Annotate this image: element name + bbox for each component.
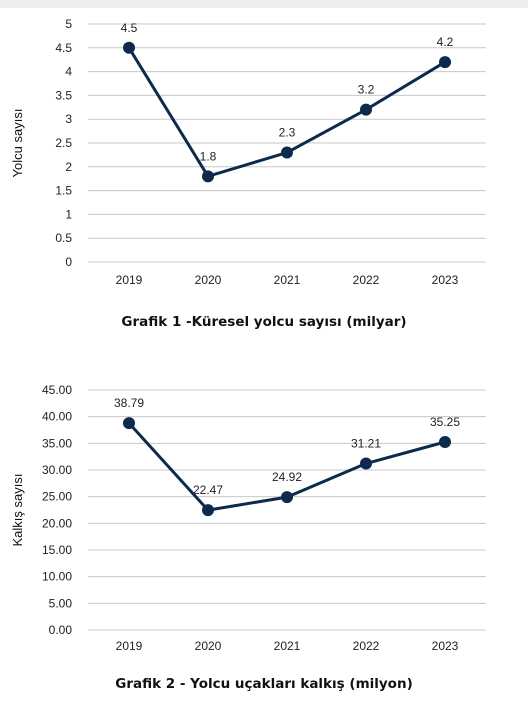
data-label: 2.3 (279, 126, 296, 140)
x-tick-label: 2020 (195, 639, 222, 653)
x-tick-label: 2023 (432, 273, 459, 287)
y-tick-label: 2 (65, 160, 72, 174)
x-tick-label: 2023 (432, 639, 459, 653)
data-label: 24.92 (272, 470, 302, 484)
data-point (281, 491, 293, 504)
data-point (123, 41, 135, 54)
data-point (360, 457, 372, 470)
data-label: 22.47 (193, 483, 223, 497)
x-tick-label: 2021 (274, 639, 301, 653)
y-tick-label: 25.00 (42, 490, 72, 504)
y-tick-label: 0.00 (49, 623, 73, 637)
y-tick-label: 15.00 (42, 543, 72, 557)
data-point (439, 436, 451, 448)
chart-passengers: 0 0.5 1 1.5 2 2.5 3 3.5 4 4.5 5 2019 2020 2021 2022 202… (0, 0, 528, 340)
y-axis-label: Yolcu sayısı (10, 109, 25, 178)
chart-departures: 0.00 5.00 10.00 15.00 20.00 25.00 30.00 35.00 40… (0, 362, 528, 710)
x-tick-label: 2019 (116, 639, 143, 653)
data-point (439, 56, 451, 69)
y-tick-label: 0 (65, 255, 72, 269)
data-point (202, 170, 214, 183)
data-label: 38.79 (114, 396, 144, 410)
chart-departures-title: Grafik 2 - Yolcu uçakları kalkış (milyon… (115, 676, 413, 692)
data-label: 4.5 (121, 21, 138, 35)
chart-departures-plot: 0.00 5.00 10.00 15.00 20.00 25.00 30.00 35.00 40… (10, 383, 486, 653)
x-tick-label: 2020 (195, 273, 222, 287)
data-label: 31.21 (351, 437, 381, 451)
top-bar (0, 0, 528, 8)
y-tick-label: 2.5 (55, 136, 72, 150)
y-tick-label: 30.00 (42, 463, 72, 477)
y-tick-label: 5 (65, 17, 72, 31)
y-tick-label: 20.00 (42, 516, 72, 530)
data-point (123, 417, 135, 430)
y-tick-label: 4 (65, 65, 72, 79)
y-tick-label: 45.00 (42, 383, 72, 397)
y-tick-label: 1 (65, 207, 72, 221)
data-point (281, 146, 293, 159)
x-tick-label: 2022 (353, 639, 380, 653)
x-tick-label: 2019 (116, 273, 143, 287)
y-tick-label: 0.5 (55, 231, 72, 245)
data-label: 3.2 (358, 83, 375, 97)
y-tick-label: 10.00 (42, 570, 72, 584)
y-axis-label: Kalkış sayısı (10, 474, 25, 547)
y-tick-label: 5.00 (49, 596, 73, 610)
y-tick-label: 4.5 (55, 41, 72, 55)
y-tick-label: 1.5 (55, 184, 72, 198)
data-point (360, 103, 372, 116)
x-tick-label: 2021 (274, 273, 301, 287)
y-tick-label: 3 (65, 112, 72, 126)
chart-passengers-plot: 0 0.5 1 1.5 2 2.5 3 3.5 4 4.5 5 2019 2020 2021 2022 202… (10, 17, 486, 287)
data-label: 4.2 (437, 35, 454, 49)
data-point (202, 504, 214, 517)
chart-passengers-title: Grafik 1 -Küresel yolcu sayısı (milyar) (121, 314, 407, 330)
data-label: 35.25 (430, 415, 460, 429)
y-tick-label: 40.00 (42, 410, 72, 424)
x-tick-label: 2022 (353, 273, 380, 287)
y-tick-label: 35.00 (42, 436, 72, 450)
y-tick-label: 3.5 (55, 88, 72, 102)
data-label: 1.8 (200, 149, 217, 163)
